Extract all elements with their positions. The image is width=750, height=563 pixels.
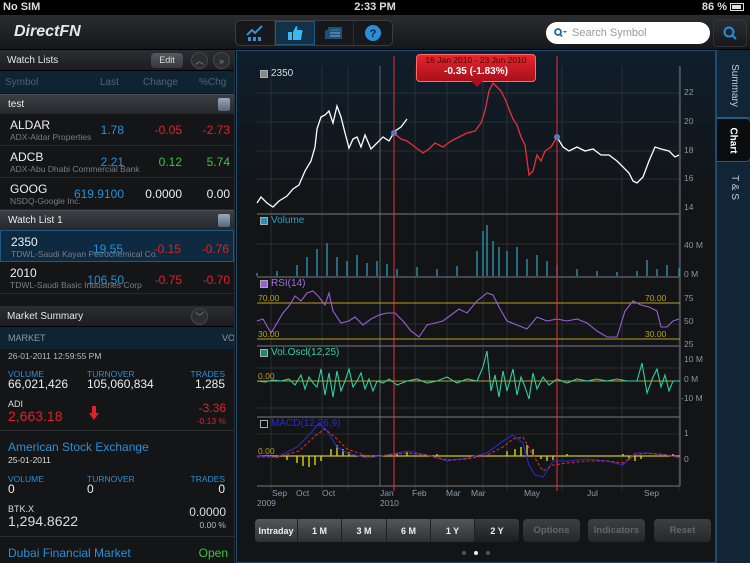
nav-help-button[interactable]: ? [354, 21, 392, 45]
watchlist-group-watch-list-1[interactable]: Watch List 1 [0, 210, 234, 230]
left-panel: Watch Lists Edit ︿ » Symbol Last Change … [0, 50, 235, 563]
scroll-up-button[interactable]: ︿ [191, 52, 208, 69]
market-card[interactable]: Dubai Financial Market Open 26-01-2011 1… [8, 546, 228, 563]
chart-panel: 2350 Volume RSI(14) Vol.Oscl(12,25) MACD… [236, 50, 716, 563]
checkbox-icon [260, 279, 268, 288]
news-icon [325, 27, 342, 39]
watchlist-row[interactable]: ADCB ADX-Abu Dhabi Commercial Bank 2.21 0.1… [0, 146, 234, 178]
nav-favorites-button[interactable] [275, 21, 315, 45]
range-intraday[interactable]: Intraday [255, 519, 298, 542]
vol-osc-legend[interactable]: Vol.Oscl(12,25) [260, 347, 339, 358]
indicators-button[interactable]: Indicators [588, 519, 645, 542]
watchlist-group-test[interactable]: test [0, 94, 234, 114]
watchlist-column-headers: Symbol Last Change %Chg [0, 71, 234, 93]
tab-summary[interactable]: Summary [717, 54, 750, 118]
market-status: Open [198, 546, 228, 560]
search-input[interactable]: Search Symbol [546, 22, 710, 44]
x-axis-label: Oct [296, 488, 310, 498]
edit-list-icon[interactable] [218, 214, 230, 227]
page-indicator[interactable] [462, 551, 490, 555]
x-axis-label: Sep 2009 [257, 488, 288, 508]
search-dropdown-icon [554, 28, 567, 38]
range-1m[interactable]: 1 M [298, 519, 342, 542]
col-change[interactable]: Change [143, 76, 179, 88]
svg-text:?: ? [370, 28, 377, 40]
thumbs-up-icon [288, 26, 303, 40]
watchlist-row[interactable]: 2010 TDWL-Saudi Basic Industries Corp 106.… [0, 262, 234, 294]
x-axis-label: Mar [446, 488, 461, 498]
x-axis-label: Oct [322, 488, 336, 498]
chevron-down-icon: ﹀ [194, 312, 204, 322]
clock: 2:33 PM [354, 1, 396, 13]
range-3m[interactable]: 3 M [342, 519, 387, 542]
watchlist-body: test ALDAR ADX-Aldar Properties 1.78 -0.05-… [0, 94, 234, 294]
help-icon: ? [365, 25, 381, 41]
col-pct-change[interactable]: %Chg [199, 76, 227, 88]
watchlists-title: Watch Lists [7, 54, 59, 66]
market-summary-header: Market Summary ﹀ [0, 306, 234, 327]
selection-tooltip: 16 Jan 2010 - 23 Jun 2010 -0.35 (-1.83%) [416, 54, 536, 87]
market-column-headers: MARKET VO [0, 327, 234, 349]
nav-chart-button[interactable] [236, 21, 275, 45]
expand-button[interactable]: » [213, 52, 230, 69]
tab-time-and-sales[interactable]: T & S [728, 174, 740, 200]
range-6m[interactable]: 6 M [387, 519, 431, 542]
checkbox-icon [260, 216, 268, 225]
watchlist-row[interactable]: GOOG NSDQ-Google Inc. 619.9100 0.0000 0.00 [0, 178, 234, 210]
chart-canvas[interactable] [237, 51, 717, 511]
volume-legend[interactable]: Volume [260, 215, 304, 226]
battery: 86 % [702, 1, 744, 13]
market-card[interactable]: 26-01-2011 12:59:55 PM VOLUME 66,021,426… [0, 350, 234, 431]
carrier: No SIM [3, 1, 41, 13]
watchlist-row[interactable]: ALDAR ADX-Aldar Properties 1.78 -0.05 -2.73 [0, 114, 234, 146]
edit-list-icon[interactable] [218, 98, 230, 111]
range-selector: Intraday 1 M 3 M 6 M 1 Y 2 Y [255, 519, 519, 542]
side-tabs: Summary Chart T & S [716, 50, 750, 563]
col-symbol[interactable]: Symbol [5, 76, 39, 88]
range-1y[interactable]: 1 Y [431, 519, 475, 542]
price-legend[interactable]: 2350 [260, 68, 293, 79]
nav-news-button[interactable] [315, 21, 354, 45]
x-axis-label: Jul [587, 488, 598, 498]
x-axis-label: Jan 2010 [380, 488, 399, 508]
double-chevron-right-icon: » [218, 55, 224, 66]
edit-button[interactable]: Edit [151, 53, 183, 68]
macd-legend[interactable]: MACD(12,26,9) [260, 418, 340, 429]
checkbox-icon [260, 419, 268, 428]
market-summary-title: Market Summary [7, 310, 84, 322]
x-axis-label: Mar [471, 488, 486, 498]
checkbox-icon [260, 69, 268, 78]
app-logo: DirectFN [14, 23, 81, 40]
search-button[interactable] [713, 19, 747, 47]
nav-segment: ? [235, 20, 393, 46]
checkbox-icon [260, 348, 268, 357]
collapse-button[interactable]: ﹀ [191, 308, 208, 325]
arrow-down-icon [89, 406, 99, 420]
tooltip-change: -0.35 (-1.83%) [444, 66, 508, 77]
reset-button[interactable]: Reset [654, 519, 711, 542]
range-2y[interactable]: 2 Y [475, 519, 519, 542]
x-axis-label: Feb [412, 488, 427, 498]
chevron-up-icon: ︿ [194, 56, 204, 66]
status-bar: No SIM 2:33 PM 86 % [0, 0, 750, 15]
top-bar: DirectFN ? Search Symbol [0, 15, 750, 50]
watchlists-header: Watch Lists Edit ︿ » [0, 50, 234, 71]
watchlist-row-selected[interactable]: 2350 TDWL-Saudi Kayan Petrochemical Co. 19… [0, 230, 234, 262]
search-placeholder: Search Symbol [572, 27, 647, 39]
x-axis-label: Sep [644, 488, 660, 498]
battery-icon [730, 3, 744, 11]
chart-trend-icon [246, 25, 263, 41]
options-button[interactable]: Options [523, 519, 580, 542]
col-last[interactable]: Last [100, 76, 119, 88]
x-axis-label: May [524, 488, 541, 498]
search-icon [723, 26, 737, 40]
tab-chart[interactable]: Chart [717, 118, 750, 162]
tooltip-range: 16 Jan 2010 - 23 Jun 2010 [425, 55, 527, 65]
rsi-legend[interactable]: RSI(14) [260, 278, 305, 289]
market-card[interactable]: American Stock Exchange 25-01-2011 VOLUM… [0, 432, 234, 537]
